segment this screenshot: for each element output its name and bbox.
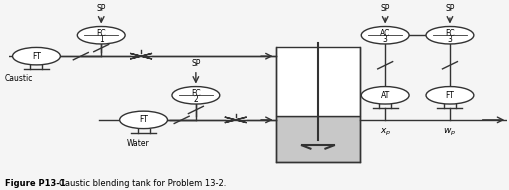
- Circle shape: [425, 26, 473, 44]
- Text: 3: 3: [382, 35, 387, 44]
- Text: AC: AC: [379, 29, 389, 38]
- Polygon shape: [130, 53, 152, 59]
- Text: FT: FT: [32, 52, 41, 61]
- Text: SP: SP: [380, 4, 389, 13]
- Text: FT: FT: [139, 115, 148, 124]
- Text: $w_p$: $w_p$: [442, 127, 456, 138]
- Text: Figure P13-1: Figure P13-1: [5, 179, 66, 188]
- Text: FC: FC: [191, 89, 200, 98]
- Text: 3: 3: [446, 35, 451, 44]
- Text: SP: SP: [191, 59, 200, 68]
- Circle shape: [425, 87, 473, 104]
- Text: 2: 2: [193, 95, 198, 104]
- Circle shape: [360, 87, 408, 104]
- Text: Caustic blending tank for Problem 13-2.: Caustic blending tank for Problem 13-2.: [59, 179, 225, 188]
- Bar: [275, 116, 359, 162]
- Text: FT: FT: [445, 91, 454, 100]
- Polygon shape: [224, 117, 246, 123]
- Text: Water: Water: [127, 139, 150, 148]
- Text: Caustic: Caustic: [5, 74, 33, 83]
- Bar: [275, 47, 359, 116]
- Polygon shape: [224, 117, 246, 123]
- Text: $x_p$: $x_p$: [379, 127, 390, 138]
- Text: SP: SP: [96, 4, 106, 13]
- Polygon shape: [130, 53, 152, 59]
- Circle shape: [120, 111, 167, 129]
- Text: 1: 1: [99, 35, 103, 44]
- Circle shape: [77, 26, 125, 44]
- Circle shape: [172, 87, 219, 104]
- Text: AT: AT: [380, 91, 389, 100]
- Text: FC: FC: [96, 29, 106, 38]
- Text: FC: FC: [444, 29, 454, 38]
- Circle shape: [13, 48, 60, 65]
- Text: SP: SP: [444, 4, 454, 13]
- Circle shape: [360, 26, 408, 44]
